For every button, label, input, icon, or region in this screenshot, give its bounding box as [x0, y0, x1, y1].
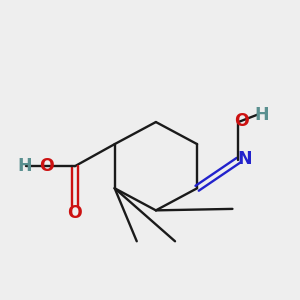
- Text: O: O: [234, 112, 249, 130]
- Text: H: H: [17, 157, 32, 175]
- Text: O: O: [39, 157, 53, 175]
- Text: N: N: [237, 150, 251, 168]
- Text: O: O: [68, 204, 82, 222]
- Text: H: H: [255, 106, 269, 124]
